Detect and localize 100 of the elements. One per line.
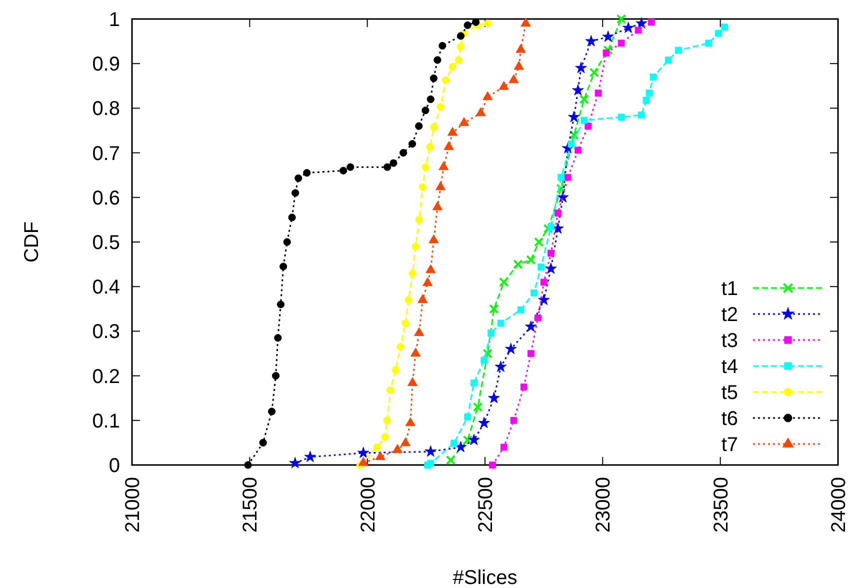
x-tick-label: 21500 [240, 477, 262, 533]
x-tick-label: 22500 [475, 477, 497, 533]
point [498, 80, 509, 90]
point [618, 40, 625, 46]
point [456, 42, 464, 50]
point [407, 377, 418, 386]
point [470, 380, 478, 386]
point [268, 408, 276, 416]
point [497, 320, 504, 327]
point [705, 40, 712, 46]
point [283, 238, 291, 246]
point [638, 111, 645, 118]
point [404, 296, 412, 304]
y-tick-label: 0.1 [92, 410, 120, 432]
x-tick-label: 22000 [357, 477, 380, 533]
point [340, 166, 348, 174]
point [603, 45, 613, 56]
point [675, 46, 682, 54]
x-tick-label: 23000 [592, 477, 615, 533]
point [472, 18, 480, 26]
x-tick-label: 23500 [710, 477, 732, 533]
point [594, 90, 602, 96]
point [430, 74, 438, 82]
point [489, 462, 496, 468]
legend-label: t2 [721, 304, 738, 326]
point [426, 95, 434, 104]
point [530, 289, 538, 296]
point [572, 84, 584, 96]
point [422, 106, 430, 114]
y-tick-label: 0.9 [92, 54, 120, 76]
point [259, 438, 267, 447]
point [484, 20, 492, 28]
point [358, 456, 368, 466]
point [438, 42, 446, 50]
point [288, 214, 296, 222]
point [418, 183, 426, 191]
point [489, 304, 499, 314]
point [276, 300, 285, 308]
point [444, 141, 454, 150]
point [568, 110, 580, 122]
point [636, 17, 648, 29]
point [424, 445, 437, 457]
point [412, 242, 420, 250]
y-tick-label: 1 [108, 9, 120, 31]
point [584, 122, 592, 130]
point [510, 416, 518, 424]
point [422, 163, 430, 171]
point [564, 174, 572, 181]
point [373, 443, 381, 451]
x-tick-label: 21000 [122, 477, 144, 533]
point [554, 210, 562, 216]
point [438, 161, 449, 170]
point [569, 130, 579, 140]
point [579, 94, 589, 104]
legend-label: t5 [721, 382, 738, 404]
point [396, 343, 404, 351]
point [446, 455, 456, 465]
point [392, 366, 400, 374]
point [384, 163, 392, 171]
point [294, 174, 302, 182]
point [513, 259, 523, 270]
point [538, 264, 544, 270]
y-tick-label: 0.3 [92, 321, 120, 344]
point [527, 350, 534, 357]
point [280, 262, 288, 270]
point [400, 148, 408, 157]
point [442, 76, 450, 84]
point [408, 140, 416, 148]
point [454, 440, 467, 452]
point [272, 372, 280, 380]
point [482, 348, 492, 358]
y-tick-label: 0.4 [92, 276, 120, 299]
point [556, 184, 566, 194]
point [540, 278, 548, 286]
point [464, 413, 471, 420]
point [244, 461, 252, 469]
point [508, 74, 519, 84]
point [544, 262, 557, 274]
point [415, 216, 423, 224]
point [494, 360, 507, 372]
point [488, 392, 500, 404]
y-tick-label: 0.6 [92, 187, 120, 210]
point [520, 384, 528, 390]
point [580, 116, 588, 124]
point [436, 103, 444, 111]
y-tick-label: 0.7 [92, 142, 120, 165]
point [558, 174, 564, 181]
point [589, 68, 600, 78]
point [534, 237, 544, 247]
point [428, 234, 439, 244]
point [468, 434, 480, 446]
point [381, 433, 389, 441]
y-tick-label: 0 [108, 455, 120, 477]
point [622, 22, 634, 33]
point [478, 416, 490, 428]
y-axis-title: CDF [21, 221, 43, 263]
point [482, 91, 493, 100]
point [434, 56, 442, 64]
point [383, 416, 391, 424]
point [650, 74, 657, 80]
